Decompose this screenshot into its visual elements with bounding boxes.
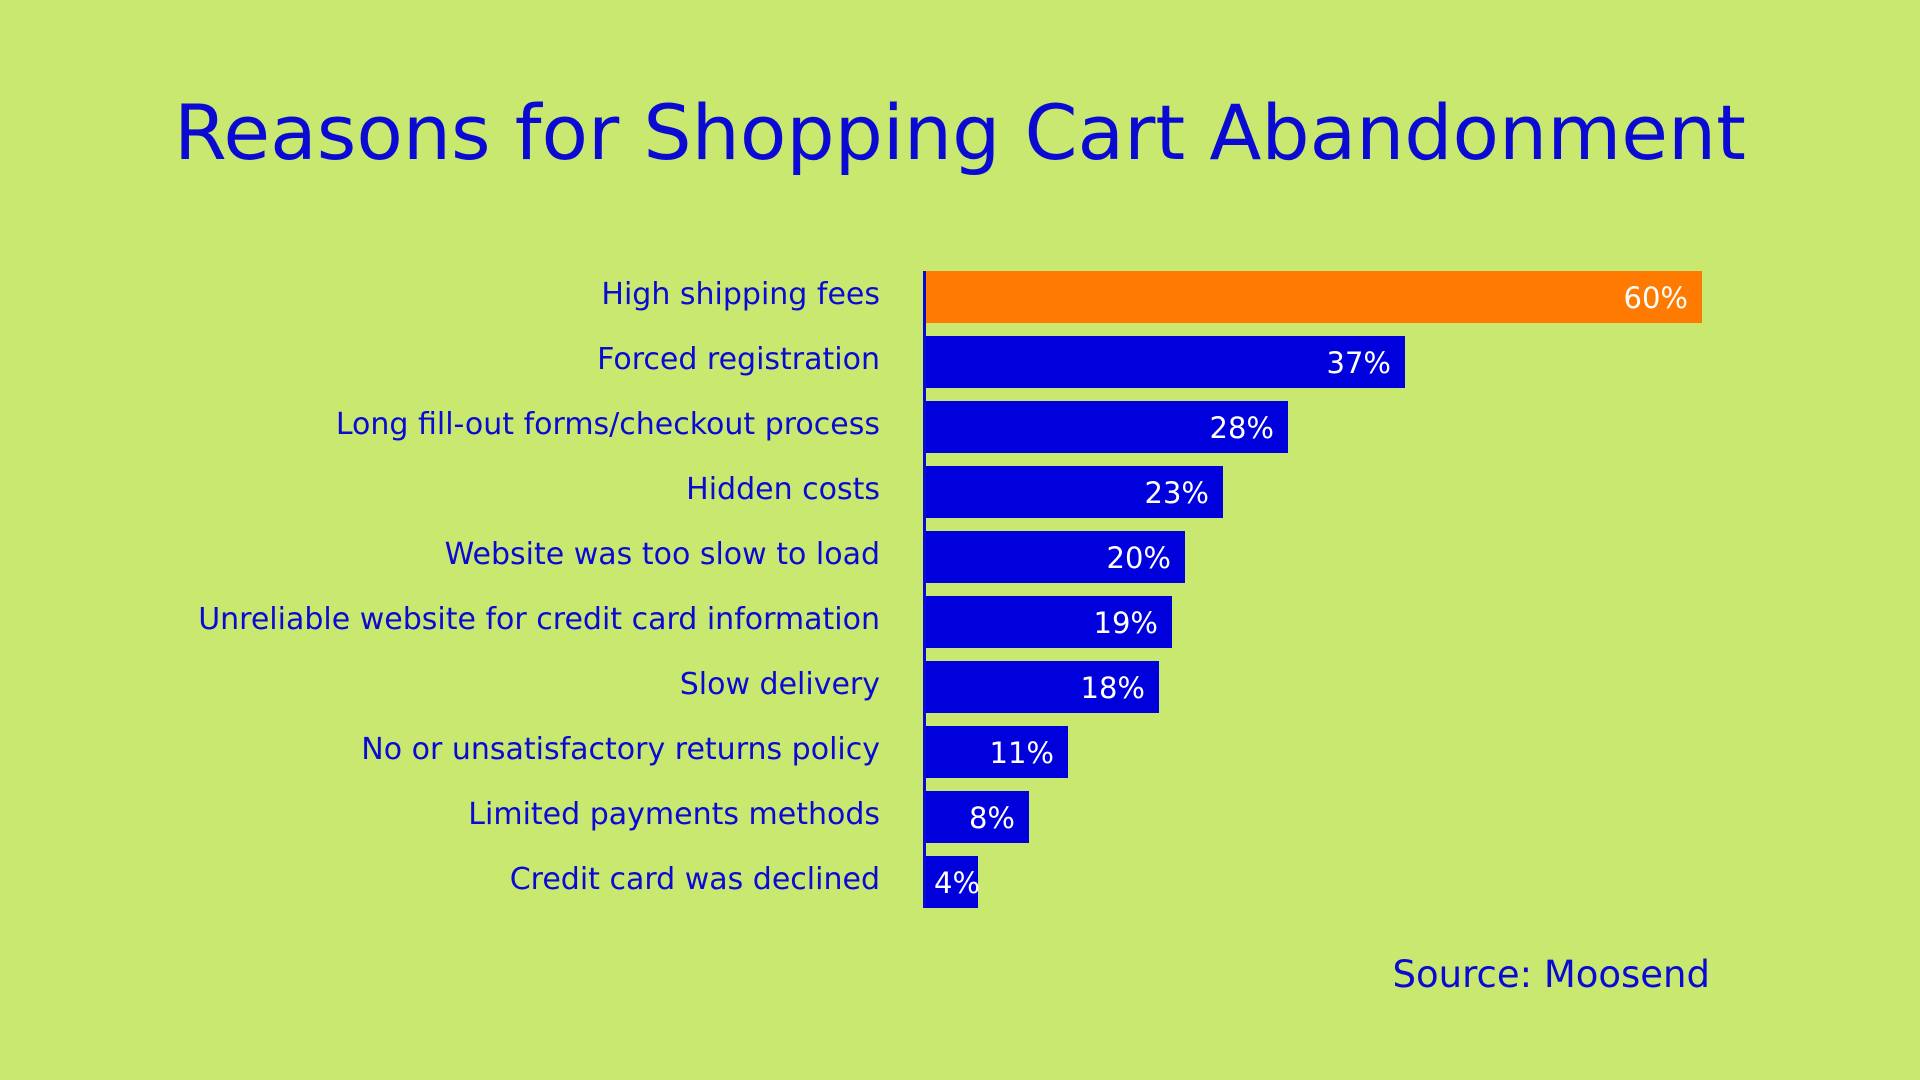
category-label: Forced registration [597,342,880,377]
bar-row: Credit card was declined 4% [0,856,1920,908]
highlighted-bar: 60% [926,271,1702,323]
category-label: No or unsatisfactory returns policy [361,732,880,767]
bar: 28% [926,401,1288,453]
category-label: Hidden costs [686,472,880,507]
category-label: Credit card was declined [509,862,880,897]
bar-row: Long fill-out forms/checkout process 28% [0,401,1920,453]
bar-value-label: 23% [1144,476,1209,510]
category-label: Long fill-out forms/checkout process [335,407,880,442]
bar-row: Slow delivery 18% [0,661,1920,713]
y-axis-line [923,271,926,908]
bar-value-label: 8% [968,801,1015,835]
category-label: Website was too slow to load [444,537,880,572]
bar-value-label: 18% [1080,671,1145,705]
bar-row: Unreliable website for credit card infor… [0,596,1920,648]
bar-row: High shipping fees 60% [0,271,1920,323]
bar-value-label: 19% [1093,606,1158,640]
bar-value-label: 11% [989,736,1054,770]
bar-value-label: 37% [1326,346,1391,380]
bar: 20% [926,531,1185,583]
bar: 37% [926,336,1405,388]
category-label: Slow delivery [679,667,880,702]
bar: 8% [926,791,1029,843]
bar-row: Website was too slow to load 20% [0,531,1920,583]
category-label: Unreliable website for credit card infor… [198,602,880,637]
bar-value-label: 20% [1106,541,1171,575]
bar: 19% [926,596,1172,648]
bar-value-label: 60% [1623,281,1688,315]
bar-chart: High shipping fees 60% Forced registration… [0,271,1920,911]
bar: 4% [926,856,981,908]
bar: 11% [926,726,1068,778]
bar: 18% [926,661,1159,713]
bar: 23% [926,466,1223,518]
bar-row: Forced registration 37% [0,336,1920,388]
category-label: Limited payments methods [468,797,880,832]
bar-row: No or unsatisfactory returns policy 11% [0,726,1920,778]
bar-value-label: 28% [1209,411,1274,445]
source-note: Source: Moosend [1392,953,1710,996]
category-label: High shipping fees [601,277,880,312]
bar-row: Limited payments methods 8% [0,791,1920,843]
bar-row: Hidden costs 23% [0,466,1920,518]
bar-value-label: 4% [934,866,981,900]
chart-title: Reasons for Shopping Cart Abandonment [174,88,1746,177]
